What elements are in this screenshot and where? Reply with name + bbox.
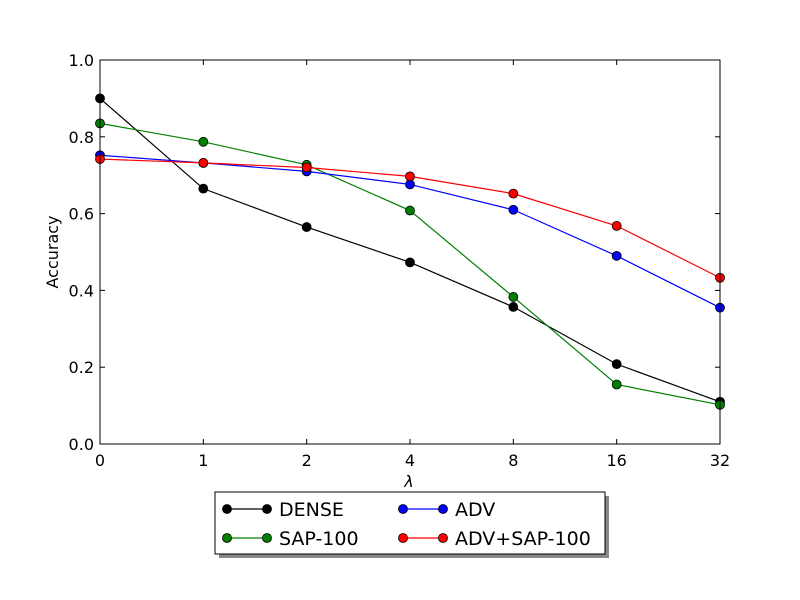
y-axis-label: Accuracy xyxy=(43,215,62,288)
ticks-layer: 0 1 2 4 8 16 32 0.0 0.2 0.4 0.6 0.8 1.0 xyxy=(69,51,731,470)
legend-label: ADV+SAP-100 xyxy=(455,528,591,550)
legend-marker xyxy=(398,533,408,543)
legend-box xyxy=(214,491,606,555)
x-tick-label: 16 xyxy=(606,451,626,470)
y-tick-label: 0.6 xyxy=(69,205,94,224)
x-tick-label: 32 xyxy=(710,451,730,470)
series-layer xyxy=(95,93,725,410)
data-point-dense xyxy=(198,183,209,194)
legend-marker xyxy=(398,504,408,514)
series-sap-100 xyxy=(95,118,725,410)
y-tick-label: 0.8 xyxy=(69,128,94,147)
legend: DENSE SAP-100 ADV ADV+SAP-100 xyxy=(214,491,609,558)
x-axis-label: λ xyxy=(403,472,413,491)
series-adv-sap-100 xyxy=(95,154,725,283)
data-point-sap-100 xyxy=(198,136,209,147)
legend-marker xyxy=(262,533,272,543)
x-tick-label: 2 xyxy=(302,451,312,470)
legend-label: DENSE xyxy=(279,499,344,521)
data-point-adv-sap-100 xyxy=(301,162,312,173)
data-point-sap-100 xyxy=(508,292,519,302)
x-tick-label: 4 xyxy=(405,451,415,470)
data-point-adv-sap-100 xyxy=(611,220,622,231)
data-point-adv-sap-100 xyxy=(508,188,519,199)
y-tick-label: 0.2 xyxy=(69,358,94,377)
legend-label: ADV xyxy=(455,499,495,521)
legend-marker xyxy=(438,504,448,514)
legend-item-adv: ADV xyxy=(398,499,495,521)
y-tick-label: 1.0 xyxy=(69,51,94,70)
legend-marker xyxy=(262,504,272,514)
data-point-sap-100 xyxy=(611,379,622,390)
data-point-dense xyxy=(405,257,415,268)
data-point-sap-100 xyxy=(405,205,415,216)
legend-marker xyxy=(222,533,232,543)
data-point-dense xyxy=(611,359,622,370)
y-tick-label: 0.0 xyxy=(69,435,94,454)
data-point-dense xyxy=(508,302,519,312)
y-tick-label: 0.4 xyxy=(69,281,94,300)
legend-item-dense: DENSE xyxy=(222,499,344,521)
x-tick-label: 1 xyxy=(198,451,208,470)
data-point-adv xyxy=(405,179,415,190)
legend-marker xyxy=(438,533,448,543)
data-point-adv xyxy=(508,204,519,215)
series-line-dense xyxy=(99,97,721,403)
series-dense xyxy=(95,93,725,407)
data-point-adv xyxy=(611,250,622,261)
x-tick-label: 8 xyxy=(508,451,518,470)
x-tick-label: 0 xyxy=(95,451,105,470)
legend-item-sap-100: SAP-100 xyxy=(222,528,359,550)
data-point-adv-sap-100 xyxy=(405,171,415,182)
data-point-adv-sap-100 xyxy=(198,158,209,168)
legend-label: SAP-100 xyxy=(279,528,359,550)
plot-frame xyxy=(99,59,721,445)
data-point-dense xyxy=(301,222,312,232)
legend-item-adv-sap-100: ADV+SAP-100 xyxy=(398,528,591,550)
legend-marker xyxy=(222,504,232,514)
